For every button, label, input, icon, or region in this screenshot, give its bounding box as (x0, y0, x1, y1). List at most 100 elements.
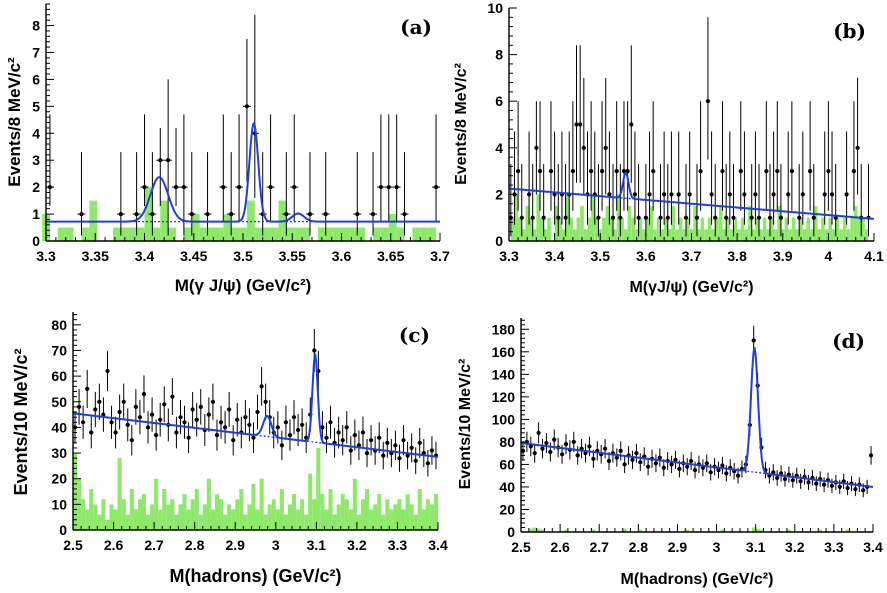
panel-c: 2.5 2.6 2.7 2.8 2.9 3 3.1 3.2 3.3 3.4 0 10 20 30 40 50 6… (11, 312, 448, 586)
background-histogram-bar (294, 227, 303, 241)
data-point (307, 212, 313, 217)
data-point (662, 192, 667, 197)
data-point (210, 399, 215, 404)
background-histogram-bar (231, 227, 240, 241)
background-histogram-bar (846, 229, 851, 241)
y-tick-label: 100 (492, 411, 516, 427)
data-point (570, 169, 576, 174)
background-histogram-bar (770, 217, 774, 241)
background-histogram-bar (377, 494, 382, 530)
background-histogram-bar (93, 504, 98, 530)
background-histogram-bar (121, 499, 126, 530)
data-point (861, 488, 866, 493)
data-point (182, 420, 187, 425)
data-point (534, 145, 539, 150)
background-histogram-bar (243, 514, 248, 530)
y-tick-label: 60 (499, 456, 515, 472)
x-tick-label: 3.4 (135, 248, 155, 264)
background-histogram-bar (704, 229, 708, 241)
data-point (93, 407, 98, 412)
y-tick-label: 40 (499, 479, 515, 495)
background-histogram-bar (558, 217, 562, 241)
background-histogram-bar (182, 494, 187, 530)
background-histogram-bar (210, 509, 215, 530)
background-histogram-bar (81, 499, 86, 530)
background-histogram-bar (239, 489, 244, 530)
data-point (806, 480, 811, 485)
background-histogram-bar (536, 528, 541, 532)
background-histogram-bar (602, 217, 606, 241)
background-histogram-bar (645, 217, 650, 241)
x-tick-label: 3.2 (347, 537, 367, 553)
data-point (145, 425, 151, 430)
background-histogram-bar (85, 509, 90, 530)
background-histogram-bar (178, 504, 183, 530)
data-point (198, 404, 203, 409)
y-axis-title: Events/8 MeV/c² (453, 63, 470, 185)
background-histogram-bar (634, 229, 639, 241)
background-histogram-bar (624, 229, 628, 241)
data-point (689, 458, 694, 464)
data-point (868, 453, 874, 458)
y-tick-label: 10 (51, 496, 67, 512)
background-histogram-bar (547, 217, 551, 241)
data-point (548, 169, 554, 174)
y-tick-label: 30 (51, 445, 67, 461)
data-point (377, 435, 382, 440)
y-axis-title: Events/10 MeV/c² (11, 348, 31, 495)
data-point (291, 415, 297, 420)
data-point (352, 433, 357, 438)
data-point (227, 407, 232, 412)
data-point (81, 420, 86, 425)
data-point (190, 407, 195, 412)
data-point (385, 440, 390, 445)
data-point (607, 192, 612, 197)
background-histogram-bar (344, 499, 349, 530)
background-histogram-bar (737, 229, 741, 241)
background-histogram-bar (146, 514, 151, 530)
data-point (142, 185, 147, 190)
background-histogram-bar (755, 217, 760, 241)
background-histogram-bar (113, 509, 118, 530)
data-point (336, 430, 341, 435)
background-histogram-bar (57, 227, 66, 241)
y-tick-label: 6 (495, 93, 503, 109)
data-point (532, 451, 537, 456)
data-point (563, 442, 569, 447)
background-histogram-bar (333, 227, 342, 241)
data-point (837, 484, 842, 489)
background-histogram-bar (818, 529, 823, 532)
data-point (716, 468, 721, 473)
x-tick-label: 3.6 (636, 248, 656, 264)
background-histogram-bar (580, 206, 584, 241)
y-tick-label: 0 (507, 524, 515, 540)
background-histogram-bar (254, 227, 263, 241)
background-histogram-bar (320, 494, 325, 530)
background-histogram-bar (247, 504, 252, 530)
background-histogram-bar (642, 229, 646, 241)
data-point (574, 122, 579, 127)
background-histogram-bar (160, 200, 169, 241)
background-histogram-bar (718, 206, 723, 241)
background-histogram-bar (806, 217, 811, 241)
background-histogram-bar (678, 217, 683, 241)
data-point (704, 461, 709, 466)
data-point (85, 386, 90, 391)
background-histogram-bar (824, 229, 829, 241)
y-tick-label: 1 (32, 206, 40, 222)
background-histogram-bar (685, 529, 690, 532)
background-histogram-bar (357, 227, 366, 241)
data-point (636, 215, 641, 220)
data-point (669, 462, 674, 467)
data-point (369, 438, 374, 443)
data-point (231, 438, 236, 443)
data-point (101, 412, 106, 417)
x-tick-label: 3.55 (279, 248, 306, 264)
data-point (713, 215, 718, 220)
background-histogram-bar (700, 217, 705, 241)
data-point (348, 448, 353, 453)
background-histogram-bar (263, 514, 268, 530)
background-histogram-bar (748, 206, 752, 241)
background-histogram-bar (308, 473, 313, 530)
background-histogram-bar (777, 206, 781, 241)
